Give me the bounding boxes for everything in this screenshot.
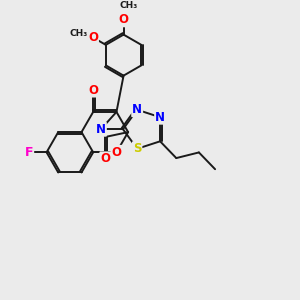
Text: N: N	[96, 123, 106, 136]
Text: O: O	[88, 31, 98, 44]
Text: O: O	[100, 152, 110, 165]
Text: N: N	[132, 103, 142, 116]
Text: F: F	[25, 146, 33, 159]
Text: O: O	[88, 84, 98, 97]
Text: CH₃: CH₃	[119, 2, 138, 10]
Text: O: O	[112, 146, 122, 159]
Text: CH₃: CH₃	[70, 29, 88, 38]
Text: N: N	[155, 111, 165, 124]
Text: S: S	[133, 142, 141, 155]
Text: O: O	[118, 13, 129, 26]
